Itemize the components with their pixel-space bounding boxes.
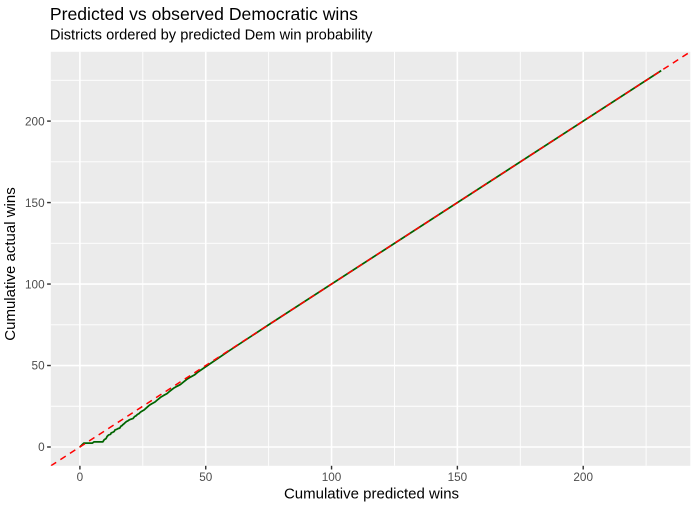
svg-text:200: 200 <box>25 115 45 128</box>
svg-text:150: 150 <box>25 197 45 210</box>
svg-text:100: 100 <box>322 471 342 484</box>
svg-text:0: 0 <box>38 441 45 454</box>
svg-text:0: 0 <box>77 471 84 484</box>
svg-text:Cumulative predicted wins: Cumulative predicted wins <box>284 486 459 503</box>
svg-text:50: 50 <box>32 360 46 373</box>
svg-text:50: 50 <box>199 471 213 484</box>
svg-text:100: 100 <box>25 278 45 291</box>
svg-text:150: 150 <box>448 471 468 484</box>
svg-text:Cumulative actual wins: Cumulative actual wins <box>2 187 19 340</box>
svg-text:Predicted vs observed Democrat: Predicted vs observed Democratic wins <box>50 4 358 24</box>
svg-text:Districts ordered by predicted: Districts ordered by predicted Dem win p… <box>50 27 373 43</box>
svg-text:200: 200 <box>573 471 593 484</box>
